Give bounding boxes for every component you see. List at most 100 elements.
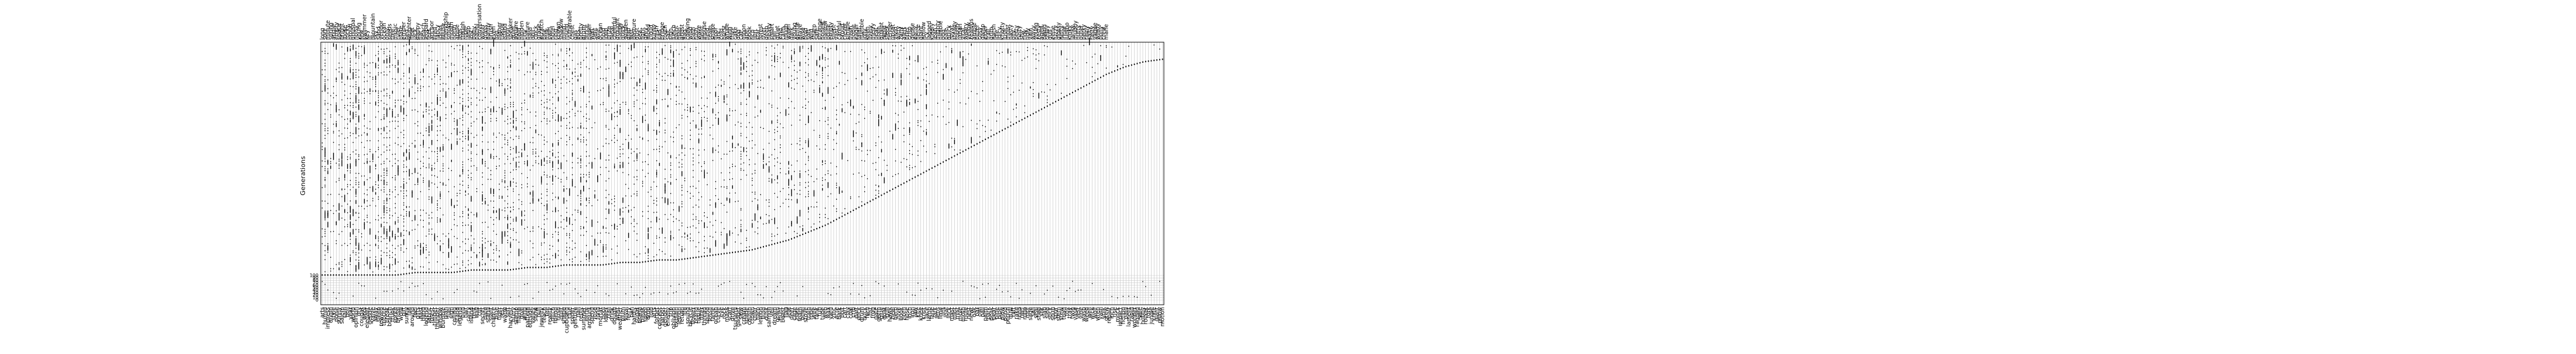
generation-point bbox=[681, 166, 682, 168]
generation-point bbox=[386, 229, 387, 230]
generation-point bbox=[353, 187, 354, 188]
column-start-point bbox=[516, 268, 517, 270]
generation-point bbox=[580, 203, 581, 204]
generation-point bbox=[645, 98, 646, 99]
generation-point bbox=[420, 86, 421, 87]
generation-point bbox=[729, 42, 730, 46]
generation-point bbox=[325, 60, 326, 61]
generation-point bbox=[389, 65, 390, 66]
generation-point bbox=[372, 91, 373, 92]
generation-point bbox=[881, 173, 882, 176]
generation-point bbox=[681, 226, 682, 227]
generation-point bbox=[1100, 45, 1101, 46]
generation-point bbox=[350, 111, 351, 115]
generation-point bbox=[524, 74, 525, 76]
generation-point bbox=[659, 219, 660, 220]
generation-point bbox=[541, 100, 542, 101]
generation-point bbox=[386, 207, 387, 209]
generation-point bbox=[586, 118, 587, 119]
column-start-point bbox=[1019, 121, 1020, 122]
generation-point bbox=[839, 186, 840, 194]
generation-point bbox=[420, 243, 421, 244]
generation-point bbox=[912, 146, 913, 147]
generation-point bbox=[670, 73, 671, 74]
generation-point bbox=[369, 245, 370, 246]
generation-point bbox=[378, 111, 379, 113]
generation-point bbox=[409, 78, 410, 79]
generation-point bbox=[358, 104, 359, 107]
generation-point bbox=[386, 198, 387, 202]
generation-point bbox=[566, 48, 567, 49]
generation-point bbox=[566, 188, 567, 189]
generation-point bbox=[572, 52, 573, 53]
band-point bbox=[687, 293, 688, 294]
generation-point bbox=[437, 217, 438, 219]
generation-point bbox=[347, 110, 348, 111]
generation-point bbox=[431, 165, 432, 166]
column-start-point bbox=[1005, 128, 1006, 130]
generation-point bbox=[378, 196, 379, 198]
generation-point bbox=[344, 226, 345, 227]
generation-point bbox=[589, 261, 590, 262]
generation-point bbox=[341, 231, 342, 232]
generation-point bbox=[325, 83, 326, 84]
generation-point bbox=[566, 179, 567, 180]
generation-point bbox=[909, 169, 910, 171]
generation-point bbox=[653, 106, 654, 112]
generation-point bbox=[943, 116, 944, 117]
generation-point bbox=[634, 57, 635, 59]
column-start-point bbox=[926, 171, 927, 172]
generation-point bbox=[631, 216, 632, 217]
generation-point bbox=[409, 49, 410, 52]
generation-point bbox=[962, 57, 963, 64]
band-point bbox=[608, 295, 609, 297]
column-start-point bbox=[583, 264, 584, 266]
generation-point bbox=[395, 178, 396, 179]
generation-point bbox=[656, 217, 657, 218]
column-start-point bbox=[519, 268, 520, 269]
generation-point bbox=[808, 48, 809, 49]
column-start-point bbox=[448, 272, 450, 273]
generation-point bbox=[510, 64, 511, 68]
generation-point bbox=[659, 120, 660, 121]
column-start-point bbox=[533, 267, 534, 268]
generation-point bbox=[552, 175, 553, 179]
generation-point bbox=[906, 58, 907, 59]
generation-point bbox=[465, 113, 466, 114]
generation-point bbox=[853, 141, 854, 142]
generation-point bbox=[555, 207, 556, 213]
generation-point bbox=[622, 198, 623, 203]
generation-point bbox=[378, 105, 379, 107]
generation-point bbox=[395, 158, 396, 159]
generation-point bbox=[617, 111, 618, 113]
generation-point bbox=[341, 266, 342, 267]
band-point bbox=[322, 281, 323, 282]
column-start-point bbox=[454, 271, 455, 273]
column-start-point bbox=[398, 274, 399, 275]
generation-point bbox=[353, 112, 354, 118]
generation-point bbox=[653, 256, 654, 257]
generation-point bbox=[909, 122, 910, 124]
generation-point bbox=[1027, 50, 1028, 51]
generation-point bbox=[1128, 46, 1129, 47]
generation-point bbox=[364, 118, 365, 120]
generation-point bbox=[355, 86, 356, 87]
generation-point bbox=[367, 81, 368, 82]
generation-point bbox=[1010, 55, 1011, 56]
band-point bbox=[912, 295, 913, 296]
generation-point bbox=[636, 195, 637, 196]
band-point bbox=[639, 297, 640, 298]
generation-point bbox=[917, 55, 918, 62]
generation-point bbox=[603, 226, 604, 229]
column-start-point bbox=[364, 274, 365, 275]
generation-point bbox=[805, 105, 806, 106]
generation-point bbox=[555, 120, 556, 121]
generation-point bbox=[870, 111, 871, 112]
generation-point bbox=[403, 96, 404, 97]
generation-point bbox=[614, 224, 615, 230]
generation-point bbox=[634, 101, 635, 103]
generation-point bbox=[580, 196, 581, 197]
generation-point bbox=[403, 209, 404, 210]
generation-point bbox=[403, 181, 404, 182]
generation-point bbox=[608, 201, 609, 205]
